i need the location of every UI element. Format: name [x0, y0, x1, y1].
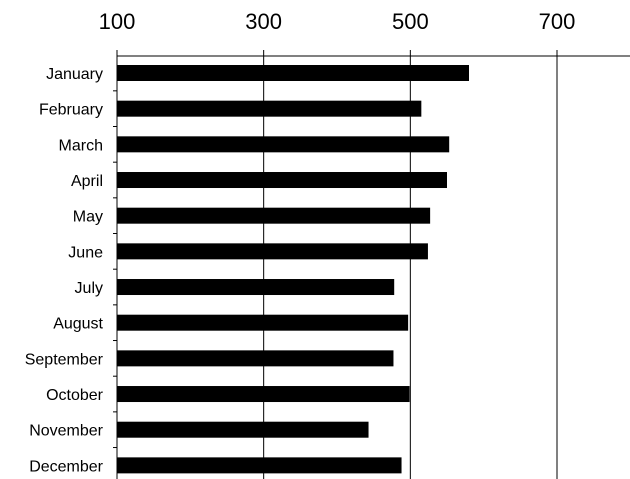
category-label-may: May: [73, 209, 103, 226]
bar-august: [117, 314, 409, 331]
bar-january: [117, 65, 469, 81]
category-label-july: July: [75, 280, 103, 297]
bar-september: [117, 350, 394, 367]
bar-june: [117, 243, 428, 260]
category-label-august: August: [53, 316, 103, 333]
bar-may: [117, 207, 431, 224]
bar-july: [117, 279, 395, 296]
x-tick-labels: 100 300 500 700: [99, 9, 576, 34]
category-label-september: September: [25, 351, 104, 368]
bars: [117, 65, 469, 474]
gridlines: [263, 56, 558, 479]
category-label-february: February: [39, 102, 103, 119]
category-label-march: March: [59, 137, 103, 154]
bar-february: [117, 100, 422, 117]
x-tick-label-300: 300: [245, 9, 282, 34]
x-tick-label-100: 100: [99, 9, 136, 34]
category-label-june: June: [68, 244, 103, 261]
axes: [113, 50, 630, 479]
category-label-november: November: [29, 423, 103, 440]
x-tick-label-500: 500: [392, 9, 429, 34]
bar-april: [117, 172, 447, 189]
category-label-december: December: [29, 458, 103, 475]
bar-march: [117, 136, 450, 153]
category-label-january: January: [46, 66, 103, 83]
category-label-october: October: [46, 387, 104, 404]
bar-november: [117, 421, 369, 438]
x-tick-label-700: 700: [539, 9, 576, 34]
category-labels: January February March April May June July Augu…: [25, 66, 104, 475]
category-label-april: April: [71, 173, 103, 190]
bar-december: [117, 457, 402, 474]
bar-october: [117, 386, 410, 403]
